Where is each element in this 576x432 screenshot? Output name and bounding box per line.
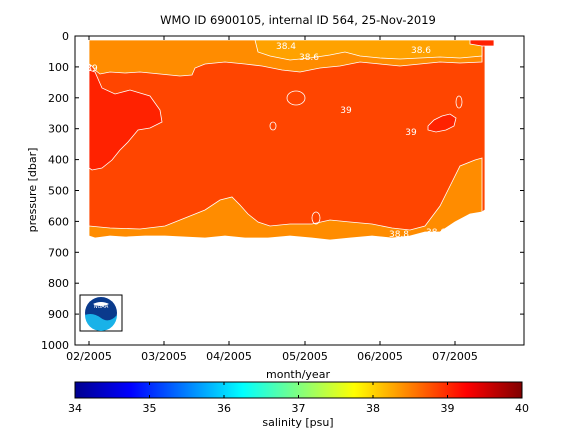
- y-tick-label: 800: [48, 277, 69, 290]
- contour-label: 38.6: [411, 46, 431, 56]
- noaa-logo: NOAA: [79, 294, 123, 332]
- colorbar-tick-label: 34: [68, 402, 82, 415]
- salinity-region-upper-right: [254, 39, 483, 61]
- contour-label: 38.8: [389, 230, 409, 240]
- logo-text: NOAA: [94, 304, 109, 310]
- y-tick-label: 1000: [41, 339, 69, 352]
- colorbar-tick-label: 39: [441, 402, 455, 415]
- x-tick-label: 05/2005: [282, 350, 328, 363]
- y-tick-label: 600: [48, 215, 69, 228]
- y-axis-title: pressure [dbar]: [26, 148, 39, 233]
- x-tick-label: 02/2005: [66, 350, 112, 363]
- contour-label: 39: [86, 64, 98, 74]
- y-tick-label: 0: [62, 30, 69, 43]
- salinity-region-saltier-patch: [427, 113, 457, 133]
- y-tick-label: 500: [48, 185, 69, 198]
- colorbar-tick-label: 35: [143, 402, 157, 415]
- x-tick-label: 06/2005: [357, 350, 403, 363]
- x-axis-title: month/year: [266, 368, 330, 381]
- x-axis: 02/2005 03/2005 04/2005 05/2005 06/2005 07/20…: [66, 36, 478, 363]
- x-tick-label: 04/2005: [206, 350, 252, 363]
- y-tick-label: 300: [48, 123, 69, 136]
- colorbar-label: salinity [psu]: [262, 416, 333, 429]
- salinity-region-saltier-corner: [469, 39, 495, 47]
- y-tick-label: 400: [48, 154, 69, 167]
- y-tick-label: 200: [48, 92, 69, 105]
- logo-wave: [85, 314, 117, 331]
- contour-bubble: [455, 95, 463, 109]
- chart-title: WMO ID 6900105, internal ID 564, 25-Nov-…: [160, 13, 436, 27]
- contour-label: 38.6: [426, 228, 446, 238]
- colorbar-tick-label: 40: [515, 402, 529, 415]
- y-tick-label: 900: [48, 308, 69, 321]
- colorbar-tick-label: 37: [292, 402, 306, 415]
- contour-bubble: [286, 90, 306, 106]
- x-tick-label: 07/2005: [432, 350, 478, 363]
- contour-label: 39: [340, 106, 352, 116]
- colorbar-tick-label: 38: [366, 402, 380, 415]
- contour-bubble: [311, 211, 321, 225]
- y-axis: 0 100 200 300 400 500 600 700 800 900 1000: [41, 30, 524, 352]
- salinity-region-lower: [88, 157, 483, 241]
- colorbar-ticks: 34 35 36 37 38 39 40: [68, 382, 529, 415]
- colorbar-tick-label: 36: [217, 402, 231, 415]
- salinity-region-saltier-left: [88, 69, 163, 171]
- contour-label: 38.6: [299, 53, 319, 63]
- y-tick-label: 100: [48, 61, 69, 74]
- contour-label: 39: [405, 128, 417, 138]
- x-tick-label: 03/2005: [141, 350, 187, 363]
- y-tick-label: 700: [48, 246, 69, 259]
- salinity-field: [88, 39, 495, 241]
- contour-bubble: [269, 121, 277, 131]
- logo-bird: [93, 302, 109, 306]
- contour-label: 38.4: [276, 42, 296, 52]
